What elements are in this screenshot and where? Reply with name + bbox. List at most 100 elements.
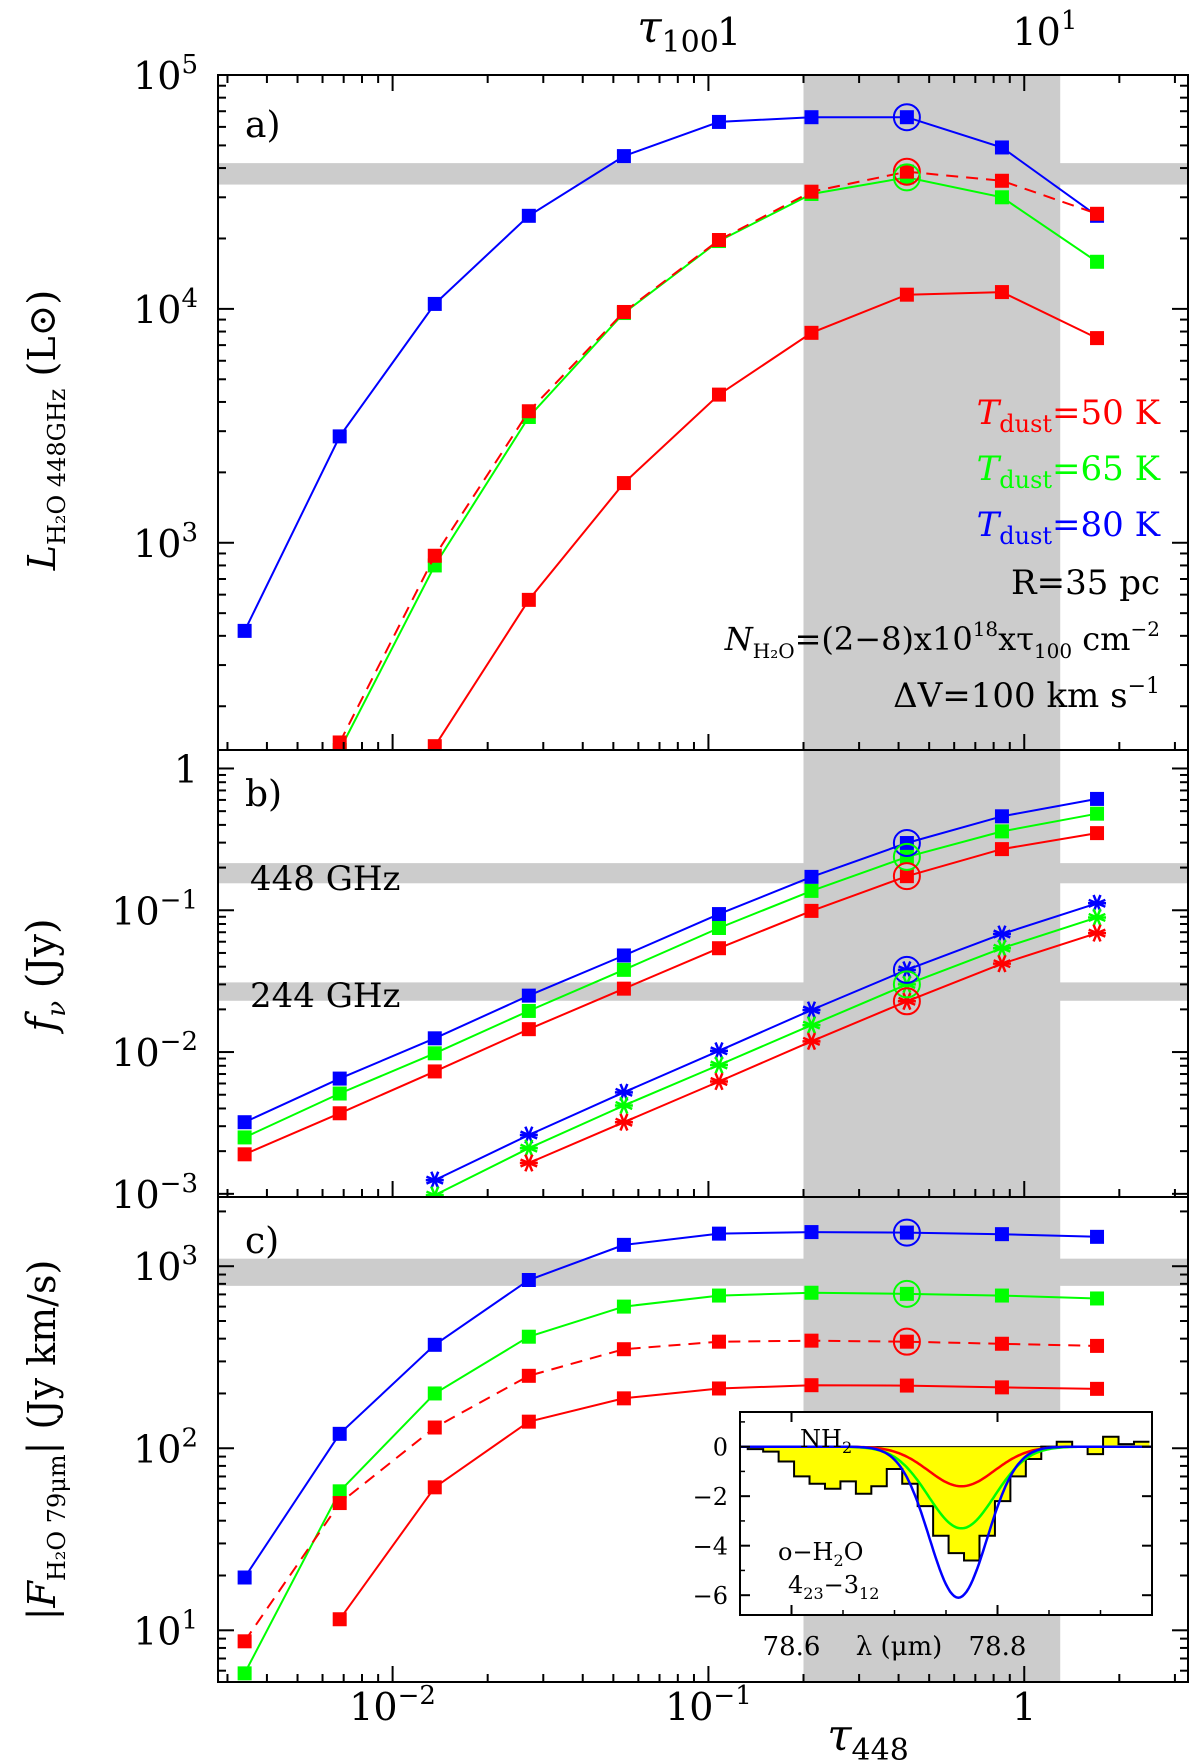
data-point [427, 1480, 442, 1495]
data-series [237, 103, 1107, 1681]
legend-entry-80: Tdust=80 K [977, 505, 1161, 550]
highlight-circle [892, 1218, 921, 1247]
data-point [427, 1031, 442, 1046]
data-point [897, 992, 916, 1011]
inset-y-tick-label: −2 [693, 1483, 728, 1511]
tick-exp: 3 [181, 1241, 198, 1271]
panel-a-series [237, 103, 1105, 750]
series-line-a-2 [338, 170, 1098, 743]
x-tick-label: 10−1 [665, 1681, 752, 1729]
highlight-circle [892, 955, 921, 984]
data-point [1090, 826, 1105, 841]
tick-base: 1 [174, 747, 198, 791]
y-axis-title-a: LH₂O 448GHz (L⊙) [20, 290, 71, 571]
data-point [804, 325, 819, 340]
highlight-circle [892, 842, 921, 871]
y-tick-label: 105 [133, 50, 198, 98]
data-point [616, 476, 631, 491]
data-point [521, 404, 536, 419]
data-point [711, 907, 726, 922]
y-axis-title-c: |FH₂O 79μm| (Jy km/s) [20, 1260, 71, 1621]
data-point [804, 1333, 819, 1348]
inset-nh2-label: NH2 [800, 1425, 852, 1457]
data-point [616, 1342, 631, 1357]
data-point [994, 824, 1009, 839]
tick-base: 10 [111, 1173, 159, 1217]
tick-exp: −2 [398, 1681, 436, 1711]
data-point [994, 173, 1009, 188]
inset-plot [740, 1435, 1152, 1599]
y-axis-title-b: fν (Jy) [19, 918, 72, 1034]
observed-band-a-0 [218, 163, 1188, 185]
series-line-b-2 [244, 832, 1098, 1156]
tick-base: 10 [133, 288, 181, 332]
data-point [1088, 924, 1107, 942]
data-point [711, 1288, 726, 1303]
tick-exp: −3 [160, 1169, 198, 1199]
tick-exp: 3 [181, 518, 198, 548]
tick-base: 10 [111, 889, 159, 933]
data-point [711, 920, 726, 935]
data-point [237, 1130, 252, 1145]
data-point [332, 1086, 347, 1101]
data-point [521, 592, 536, 607]
data-point [992, 954, 1011, 973]
y-tick-label: 103 [133, 518, 198, 566]
data-point [427, 1064, 442, 1079]
data-point [899, 1334, 914, 1349]
top-tick-label: 101 [1012, 6, 1077, 54]
inset-x-title: λ (μm) [856, 1632, 943, 1662]
data-point [1090, 806, 1105, 821]
data-point [994, 1227, 1009, 1242]
data-point [425, 1186, 444, 1197]
series-line-c-0 [243, 1231, 1098, 1579]
data-point [1090, 331, 1105, 346]
data-point [519, 1126, 538, 1144]
inset-y-tick-label: −6 [693, 1582, 728, 1610]
data-point [994, 140, 1009, 155]
tick-base: 10 [1012, 10, 1060, 54]
y-tick-label: 10−2 [111, 1027, 198, 1075]
highlight-circle [892, 163, 921, 192]
data-point [899, 164, 914, 179]
series-line-a-0 [243, 116, 1098, 632]
tick-exp: 1 [1061, 6, 1078, 36]
data-point [519, 1154, 538, 1172]
panel-label-c: c) [245, 1221, 279, 1262]
data-point [427, 1420, 442, 1435]
tick-base: 10 [111, 1031, 159, 1075]
inset-y-tick-label: −4 [693, 1533, 728, 1561]
observed-band-b-0 [218, 863, 1188, 884]
highlight-circle [892, 103, 921, 132]
data-point [427, 1337, 442, 1352]
data-point [709, 1042, 728, 1060]
series-line-a-3 [433, 291, 1098, 747]
highlight-circle [892, 829, 921, 858]
data-point [711, 1334, 726, 1349]
tick-base: 10 [133, 522, 181, 566]
data-point [614, 1083, 633, 1102]
band-label-244: 244 GHz [250, 976, 400, 1016]
data-point [802, 1001, 821, 1019]
axis-ticks [218, 74, 1188, 1682]
tick-base: 10 [133, 54, 181, 98]
data-point [1090, 1229, 1105, 1244]
data-point [616, 149, 631, 164]
data-point [425, 1171, 444, 1189]
data-point [332, 429, 347, 444]
panel-frame-c [217, 1196, 1189, 1683]
data-point [616, 948, 631, 963]
data-point [519, 1139, 538, 1157]
data-point [1088, 894, 1107, 913]
legend-entry-50: Tdust=50 K [977, 393, 1161, 438]
y-tick-label: 10−1 [111, 885, 198, 933]
data-point [994, 842, 1009, 857]
x-axis-title: τ448 [827, 1710, 909, 1762]
data-point [616, 981, 631, 996]
data-point [802, 1032, 821, 1051]
tick-base: 10 [133, 1245, 181, 1289]
legend-entry-65: Tdust=65 K [977, 449, 1161, 494]
data-point [332, 1496, 347, 1511]
data-point [994, 190, 1009, 205]
